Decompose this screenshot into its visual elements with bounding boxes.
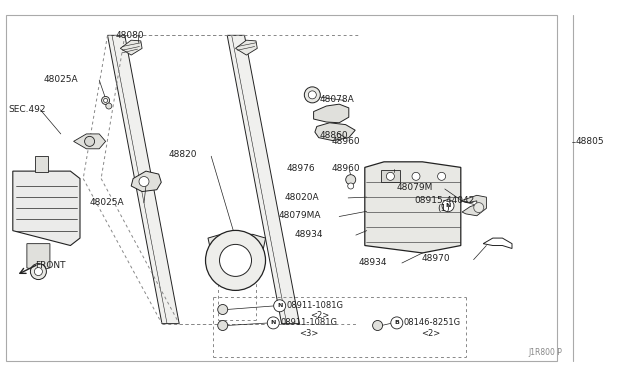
Circle shape	[218, 305, 228, 314]
Text: 48025A: 48025A	[90, 198, 124, 207]
Polygon shape	[35, 156, 48, 172]
Text: (1): (1)	[437, 204, 450, 213]
Text: 08146-8251G: 08146-8251G	[403, 318, 460, 327]
Text: <3>: <3>	[300, 329, 319, 338]
Circle shape	[35, 267, 42, 276]
Text: 48960: 48960	[332, 137, 360, 146]
Polygon shape	[365, 162, 461, 253]
Text: 48079MA: 48079MA	[278, 211, 321, 220]
Polygon shape	[27, 244, 50, 271]
Text: 08915-44042: 08915-44042	[415, 196, 475, 205]
Text: 08911-1081G: 08911-1081G	[280, 318, 337, 327]
Text: N: N	[445, 203, 451, 208]
Polygon shape	[461, 195, 486, 216]
Circle shape	[106, 103, 112, 109]
Text: <2>: <2>	[421, 329, 440, 338]
Circle shape	[268, 317, 279, 329]
Text: 48970: 48970	[421, 254, 450, 263]
Text: 48025A: 48025A	[44, 76, 78, 84]
Circle shape	[442, 200, 454, 212]
Text: 48020A: 48020A	[285, 193, 319, 202]
Text: 48805: 48805	[576, 137, 605, 146]
Circle shape	[438, 172, 445, 180]
Polygon shape	[227, 35, 300, 324]
Text: 48080: 48080	[115, 31, 144, 40]
Polygon shape	[13, 171, 80, 246]
Text: J1R800 P: J1R800 P	[528, 348, 562, 357]
Circle shape	[387, 172, 394, 180]
Circle shape	[305, 87, 321, 103]
Text: B: B	[394, 320, 399, 326]
Circle shape	[220, 244, 252, 276]
Polygon shape	[314, 104, 349, 123]
Circle shape	[372, 321, 383, 330]
Text: SEC.492: SEC.492	[8, 105, 46, 114]
Circle shape	[104, 99, 108, 102]
Circle shape	[218, 321, 228, 330]
Polygon shape	[236, 40, 257, 55]
Circle shape	[391, 317, 403, 329]
Text: 48820: 48820	[168, 150, 197, 159]
Circle shape	[31, 263, 46, 280]
Polygon shape	[131, 171, 161, 192]
Text: 48934: 48934	[358, 258, 387, 267]
Polygon shape	[74, 134, 106, 149]
Circle shape	[412, 172, 420, 180]
Text: FRONT: FRONT	[35, 262, 66, 270]
Circle shape	[205, 230, 266, 291]
Text: 48078A: 48078A	[320, 95, 355, 104]
Bar	[6, 15, 557, 361]
Text: 48860: 48860	[320, 131, 349, 140]
Circle shape	[139, 177, 149, 186]
Polygon shape	[108, 35, 179, 324]
Polygon shape	[315, 123, 355, 141]
Circle shape	[102, 96, 109, 105]
Polygon shape	[381, 170, 400, 182]
Circle shape	[474, 203, 484, 212]
Text: <2>: <2>	[310, 311, 329, 320]
Text: 08911-1081G: 08911-1081G	[287, 301, 344, 310]
Text: N: N	[271, 320, 276, 326]
Text: N: N	[277, 303, 282, 308]
Circle shape	[274, 300, 285, 312]
Circle shape	[346, 175, 356, 185]
Polygon shape	[120, 40, 142, 55]
Circle shape	[84, 137, 95, 146]
Text: 48079M: 48079M	[397, 183, 433, 192]
Text: 48976: 48976	[287, 164, 316, 173]
Circle shape	[348, 183, 354, 189]
Polygon shape	[208, 234, 266, 254]
Text: 48934: 48934	[294, 230, 323, 239]
Circle shape	[308, 91, 316, 99]
Text: 48960: 48960	[332, 164, 360, 173]
